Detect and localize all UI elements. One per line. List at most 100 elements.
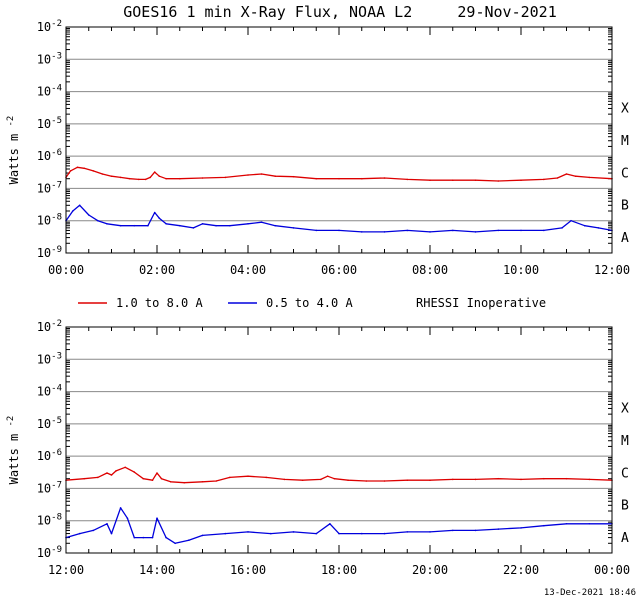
data-point xyxy=(183,481,186,484)
y-tick-label: 10-3 xyxy=(37,51,62,66)
flare-class-label: A xyxy=(621,531,629,546)
data-point xyxy=(179,224,181,227)
data-point xyxy=(406,531,409,533)
data-point xyxy=(320,478,322,481)
data-point xyxy=(260,221,263,223)
series-line xyxy=(65,466,613,484)
y-tick-label: 10-4 xyxy=(37,384,62,399)
data-point xyxy=(158,217,161,219)
data-point xyxy=(406,229,409,232)
flare-class-label: B xyxy=(621,499,629,514)
y-axis-label: Watts m -2 xyxy=(6,416,21,485)
x-tick-label: 06:00 xyxy=(321,263,357,277)
data-point xyxy=(142,536,145,539)
data-point xyxy=(201,534,204,537)
flare-class-label: C xyxy=(621,466,629,481)
data-point xyxy=(247,174,249,176)
series-line xyxy=(65,166,613,182)
data-point xyxy=(347,479,349,482)
data-point xyxy=(452,529,454,532)
data-point xyxy=(188,539,190,541)
data-point xyxy=(78,204,81,207)
data-point xyxy=(144,178,147,181)
data-point xyxy=(165,536,167,539)
data-point xyxy=(115,470,117,472)
legend-short-label: 0.5 to 4.0 A xyxy=(266,296,353,310)
data-point xyxy=(429,231,431,233)
data-point xyxy=(429,531,431,533)
data-point xyxy=(520,478,522,481)
data-point xyxy=(474,478,477,481)
data-point xyxy=(92,170,95,172)
data-point xyxy=(142,477,145,480)
rhessi-note: RHESSI Inoperative xyxy=(416,296,546,310)
data-point xyxy=(224,176,227,179)
data-point xyxy=(215,224,217,227)
data-point xyxy=(72,210,74,212)
flare-class-label: M xyxy=(621,134,629,149)
y-axis-label: Watts m -2 xyxy=(6,116,21,185)
data-point xyxy=(326,475,329,478)
data-point xyxy=(165,223,167,225)
series-line xyxy=(65,204,613,233)
data-point xyxy=(156,472,158,474)
data-point xyxy=(201,223,204,225)
data-point xyxy=(153,171,156,173)
data-point xyxy=(429,179,431,181)
y-tick-label: 10-9 xyxy=(37,545,62,560)
data-point xyxy=(406,178,409,181)
y-tick-label: 10-6 xyxy=(37,448,62,463)
data-point xyxy=(97,476,99,479)
x-tick-label: 14:00 xyxy=(139,563,175,577)
data-point xyxy=(543,229,545,232)
data-point xyxy=(315,177,318,180)
flare-class-label: B xyxy=(621,199,629,214)
data-point xyxy=(474,231,477,233)
data-point xyxy=(361,231,363,233)
data-point xyxy=(160,477,163,480)
data-point xyxy=(520,229,522,232)
y-tick-label: 10-8 xyxy=(37,213,62,228)
data-point xyxy=(270,532,272,535)
data-point xyxy=(138,178,140,181)
data-point xyxy=(497,528,500,530)
data-point xyxy=(565,173,568,175)
y-tick-label: 10-7 xyxy=(37,480,62,495)
x-tick-label: 08:00 xyxy=(412,263,448,277)
plot-frame xyxy=(65,26,613,254)
y-tick-label: 10-5 xyxy=(37,116,62,131)
panel-2: 10-2 10-3 10-4 10-5 10-6 10-7 10-8 10-9 X M C B A 12:… xyxy=(6,319,630,577)
timestamp: 13-Dec-2021 18:46 xyxy=(544,588,636,598)
data-point xyxy=(283,478,286,481)
data-point xyxy=(119,176,122,179)
data-point xyxy=(88,214,90,216)
data-point xyxy=(265,476,268,479)
data-point xyxy=(179,177,181,180)
data-point xyxy=(574,175,577,177)
data-point xyxy=(110,532,113,535)
data-point xyxy=(497,229,500,232)
data-point xyxy=(201,481,204,483)
data-point xyxy=(69,170,72,172)
data-point xyxy=(158,175,161,177)
x-tick-label: 00:00 xyxy=(48,263,84,277)
data-point xyxy=(301,479,304,482)
x-tick-label: 00:00 xyxy=(594,563,630,577)
data-point xyxy=(124,466,126,469)
data-point xyxy=(452,229,454,232)
data-point xyxy=(452,478,454,481)
chart-title: GOES16 1 min X-Ray Flux, NOAA L2 29-Nov-… xyxy=(123,3,556,21)
plot-frame xyxy=(65,326,613,554)
data-point xyxy=(201,177,204,179)
data-point xyxy=(133,536,136,539)
data-point xyxy=(588,176,591,179)
x-tick-label: 02:00 xyxy=(139,263,175,277)
data-point xyxy=(126,517,129,519)
y-tick-label: 10-5 xyxy=(37,416,62,431)
data-point xyxy=(106,523,108,525)
data-point xyxy=(174,542,176,545)
data-point xyxy=(274,224,277,227)
x-tick-label: 20:00 xyxy=(412,563,448,577)
data-point xyxy=(76,166,79,169)
data-point xyxy=(119,224,122,227)
